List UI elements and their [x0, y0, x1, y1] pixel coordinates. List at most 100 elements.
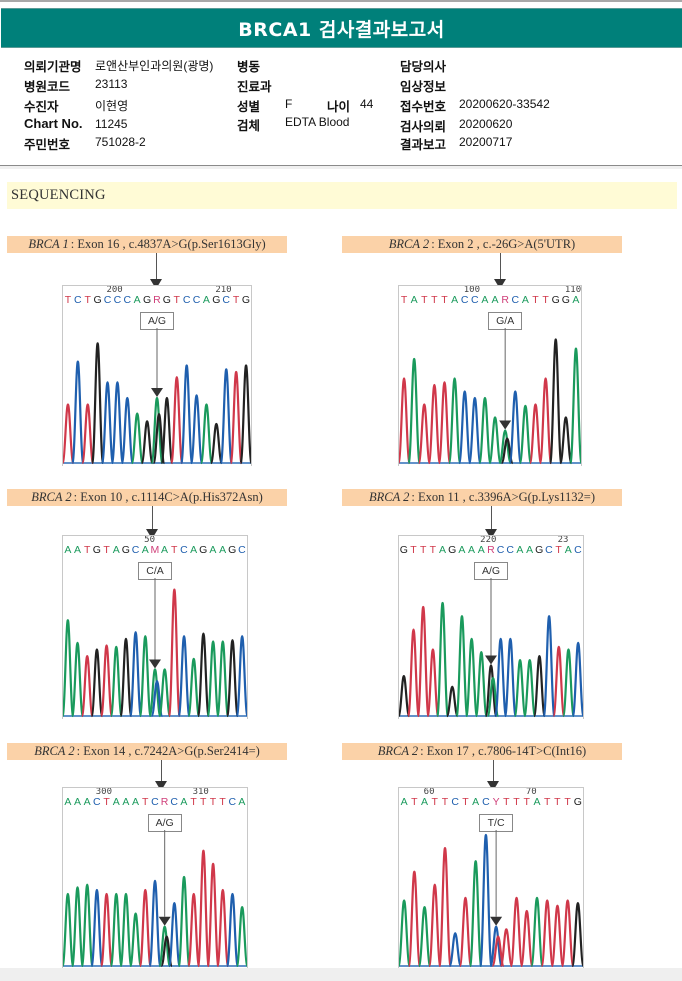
- base-letter: A: [74, 796, 82, 808]
- trace-peak: [407, 357, 421, 465]
- base-letter: C: [93, 796, 101, 808]
- base-letter: R: [153, 294, 161, 306]
- trace-peak: [528, 403, 543, 465]
- variant-label: BRCA 2: Exon 11 , c.3396A>G(p.Lys1132=): [342, 489, 622, 506]
- base-letter: A: [410, 294, 418, 306]
- gene-name: BRCA 2: [31, 490, 72, 504]
- trace-peak: [489, 925, 503, 968]
- base-letter: T: [441, 796, 449, 808]
- trace-peak: [542, 615, 556, 718]
- arrow-down-icon: [155, 781, 167, 791]
- variant-label: BRCA 2: Exon 14 , c.7242A>G(p.Ser2414=): [7, 743, 287, 760]
- position-number: 60: [423, 787, 435, 797]
- base-letter: T: [142, 796, 149, 808]
- base-letter: C: [151, 796, 159, 808]
- institution-value: 로앤산부인과의원(광명): [95, 59, 214, 73]
- trace-peak: [229, 370, 243, 465]
- base-letter: G: [121, 544, 130, 556]
- patient-name-label: 수진자: [24, 99, 59, 114]
- base-letter: A: [491, 294, 499, 306]
- base-letter: G: [228, 544, 237, 556]
- trace-peak: [550, 904, 565, 968]
- top-rule: [0, 0, 682, 2]
- trace-peak: [239, 364, 251, 465]
- base-letter: G: [199, 544, 208, 556]
- trace-peak: [197, 632, 210, 718]
- trace-peak: [219, 368, 233, 465]
- chart-no-label: Chart No.: [24, 116, 83, 131]
- institution-label: 의뢰기관명: [24, 59, 82, 74]
- ward-label: 병동: [237, 59, 261, 74]
- base-letter: T: [64, 294, 72, 306]
- arrow-down-icon: [485, 529, 497, 539]
- trace-peak: [518, 404, 533, 465]
- position-number: 220: [480, 535, 497, 545]
- base-letter: A: [451, 294, 459, 306]
- base-letter: A: [421, 796, 429, 808]
- base-letter: T: [400, 294, 408, 306]
- base-letter: T: [542, 294, 549, 306]
- report-date-value: 20200717: [459, 135, 513, 149]
- chromatogram-traces: [399, 578, 583, 718]
- trace-peak: [63, 892, 75, 968]
- base-letter: T: [411, 796, 418, 808]
- trace-peak: [416, 605, 430, 718]
- variant-label: BRCA 2: Exon 17 , c.7806-14T>C(Int16): [342, 743, 622, 760]
- base-letter: A: [112, 544, 120, 556]
- arrow-down-icon: [158, 916, 171, 926]
- base-letter: A: [209, 544, 217, 556]
- chromatogram: 220 23 G T T T A G A A A R C C A A G C T A C A/G: [398, 535, 584, 719]
- base-letter: A: [564, 544, 572, 556]
- trace-peak: [177, 635, 191, 718]
- trace-peak: [562, 648, 575, 718]
- trace-peak: [81, 403, 95, 465]
- request-date-label: 검사의뢰: [400, 119, 447, 134]
- trace-peak: [119, 637, 133, 718]
- base-letter: C: [460, 294, 469, 306]
- trace-peak: [197, 849, 210, 968]
- arrow-down-icon: [485, 655, 497, 665]
- trace-peak: [158, 668, 172, 718]
- position-number: 210: [215, 285, 232, 295]
- base-letter: A: [132, 796, 140, 808]
- base-letter: A: [572, 294, 580, 306]
- genotype-call-box: G/A: [488, 312, 523, 330]
- trace-peak: [399, 899, 411, 968]
- trace-peak: [206, 862, 220, 968]
- trace-peak: [428, 883, 442, 968]
- base-letter: T: [219, 796, 226, 808]
- trace-peak: [499, 928, 514, 968]
- chart-no-value: 11245: [95, 117, 128, 131]
- variant-description: : Exon 16 , c.4837A>G(p.Ser1613Gly): [70, 237, 266, 251]
- trace-peak: [569, 347, 581, 465]
- section-divider: [0, 165, 682, 166]
- trace-peak: [109, 892, 123, 968]
- base-letter: C: [222, 294, 230, 306]
- base-letter: A: [202, 294, 210, 306]
- base-letter: C: [496, 544, 505, 556]
- trace-peak: [216, 640, 230, 718]
- base-letter: C: [103, 294, 112, 306]
- genotype-call-box: A/G: [140, 312, 174, 330]
- trace-peak: [417, 403, 431, 465]
- base-letter: T: [441, 294, 448, 306]
- base-letter: A: [477, 544, 485, 556]
- trace-peak: [209, 422, 223, 465]
- trace-peak: [110, 381, 124, 465]
- base-letter: G: [573, 796, 582, 808]
- trace-peak: [479, 833, 493, 968]
- variant-label: BRCA 2: Exon 10 , c.1114C>A(p.His372Asn): [7, 489, 287, 506]
- base-letter: T: [431, 796, 438, 808]
- gene-name: BRCA 2: [368, 490, 410, 504]
- base-letter: C: [506, 544, 515, 556]
- chromatogram-traces: [63, 578, 247, 718]
- base-letter: A: [64, 544, 72, 556]
- trace-peak: [100, 381, 115, 465]
- base-letter: A: [180, 796, 188, 808]
- trace-peak: [167, 902, 181, 968]
- variant-pointer-line: [500, 253, 501, 285]
- base-letter: A: [190, 544, 198, 556]
- trace-peak: [448, 932, 462, 968]
- trace-peak: [187, 892, 201, 968]
